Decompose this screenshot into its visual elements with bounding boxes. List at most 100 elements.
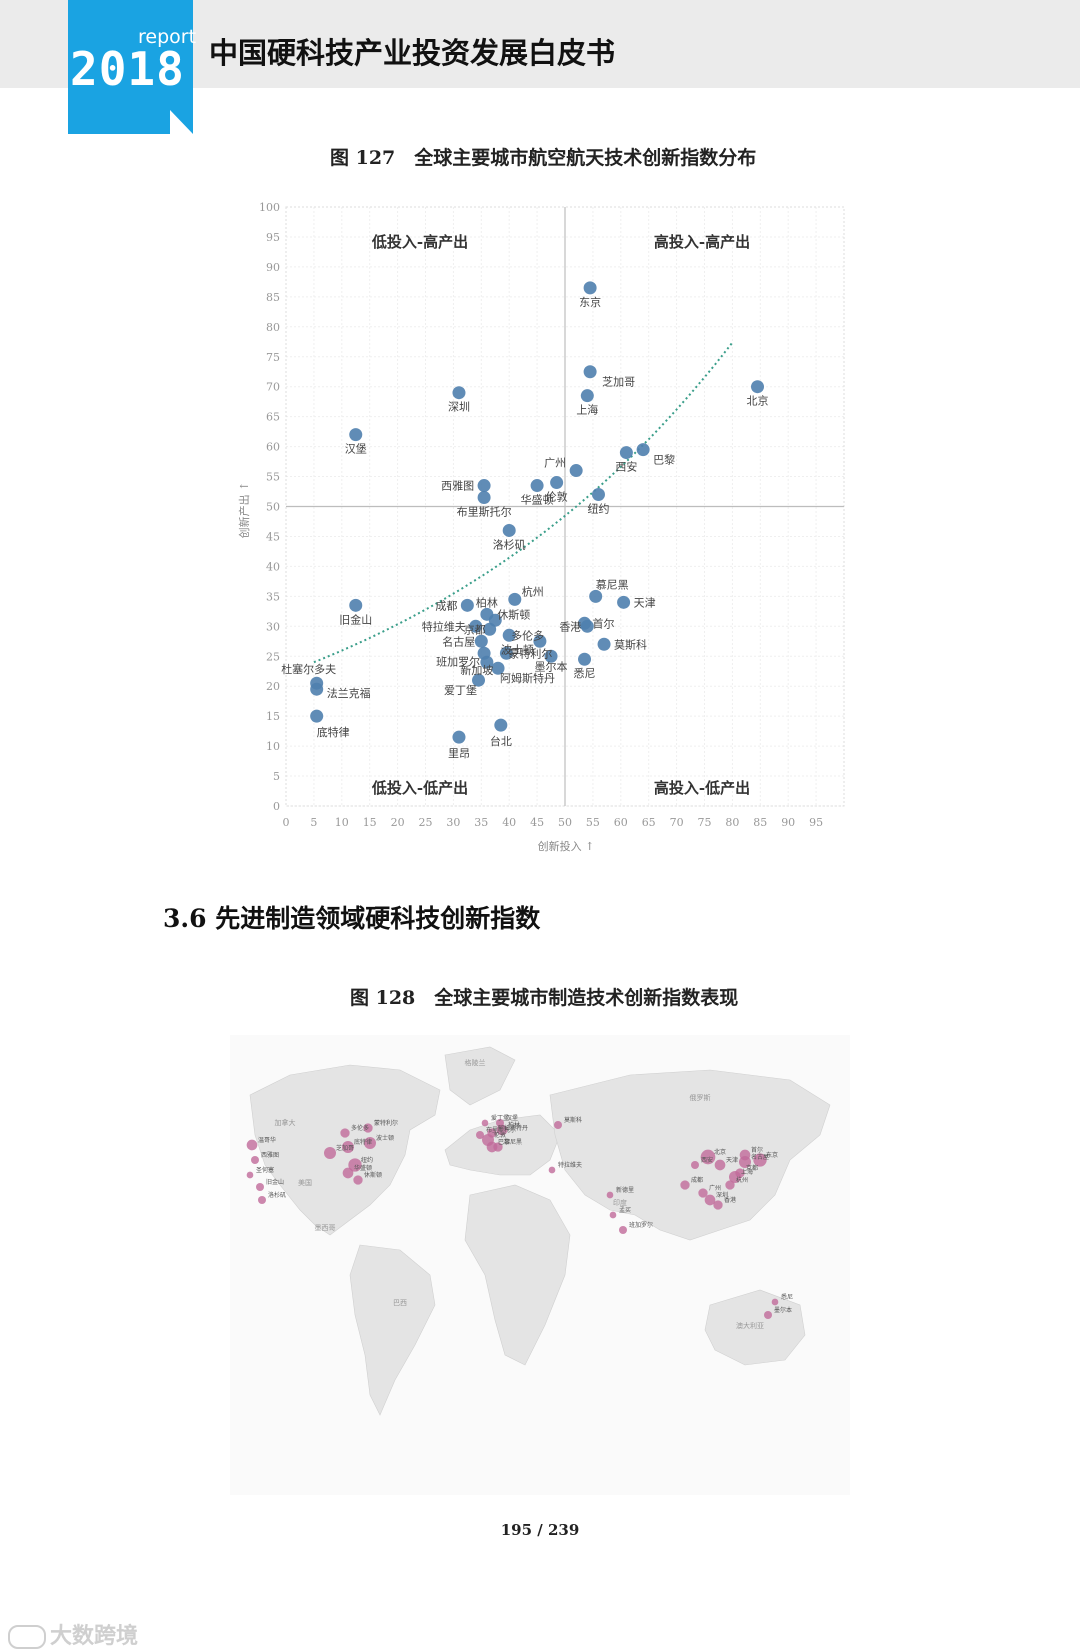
map-city-label: 爱丁堡 <box>491 1114 509 1122</box>
map-city-label: 慕尼黑 <box>504 1138 522 1146</box>
map-city-dot <box>735 1168 745 1178</box>
map-city-label: 东京 <box>766 1151 778 1159</box>
point-label: 东京 <box>579 295 601 309</box>
point-label: 布里斯托尔 <box>457 505 512 519</box>
scatter-point <box>310 682 324 696</box>
scatter-point <box>597 637 611 651</box>
scatter-point <box>474 634 488 648</box>
scatter-point <box>349 598 363 612</box>
point-label: 柏林 <box>476 595 498 609</box>
map-region-label: 澳大利亚 <box>736 1321 764 1330</box>
scatter-point <box>617 595 631 609</box>
map-city-dot <box>609 1211 617 1219</box>
scatter-point <box>452 730 466 744</box>
section-heading: 3.6 先进制造领域硬科技创新指数 <box>163 904 541 933</box>
logo-report-text: report <box>138 26 197 48</box>
map-city-label: 首尔 <box>751 1146 763 1154</box>
scatter-point <box>569 464 583 478</box>
scatter-point <box>477 491 491 505</box>
map-city-label: 柏林 <box>508 1121 520 1129</box>
greenland-shape <box>444 1046 516 1106</box>
map-city-label: 多伦多 <box>351 1124 369 1132</box>
map-city-dot <box>771 1298 779 1306</box>
y-tick-label: 80 <box>266 321 280 334</box>
point-label: 特拉维夫 <box>422 619 466 633</box>
y-tick-label: 0 <box>273 800 280 813</box>
map-city-label: 汉堡 <box>506 1114 518 1122</box>
map-city-dot <box>364 1137 376 1149</box>
y-tick-label: 55 <box>266 471 280 484</box>
scatter-point <box>349 428 363 442</box>
point-label: 北京 <box>747 394 769 408</box>
y-tick-label: 25 <box>266 650 280 663</box>
scatter-point <box>480 655 494 669</box>
map-region-label: 格陵兰 <box>465 1058 486 1067</box>
x-tick-label: 35 <box>474 816 488 829</box>
map-city-label: 班加罗尔 <box>629 1221 653 1229</box>
point-label: 里昂 <box>448 747 470 760</box>
map-city-dot <box>256 1183 264 1191</box>
quadrant-label-bottom-right: 高投入-低产出 <box>654 779 750 797</box>
logo-year-text: 2018 <box>70 42 185 96</box>
scatter-point <box>494 718 508 732</box>
map-city-label: 旧金山 <box>266 1178 284 1186</box>
figure-128-title: 图 128 全球主要城市制造技术创新指数表现 <box>350 987 739 1009</box>
map-city-dot <box>324 1147 336 1159</box>
map-city-dot <box>753 1153 767 1167</box>
scatter-point <box>751 380 765 394</box>
scatter-point <box>483 622 497 636</box>
trendline-path <box>313 341 734 664</box>
scatter-point <box>310 709 324 723</box>
point-label: 伦敦 <box>546 490 568 504</box>
x-tick-label: 75 <box>698 816 712 829</box>
map-city-label: 华盛顿 <box>354 1164 372 1172</box>
quadrant-label-bottom-left: 低投入-低产出 <box>371 779 468 797</box>
map-city-dot <box>496 1124 508 1136</box>
scatter-point <box>460 598 474 612</box>
map-region-label: 加拿大 <box>275 1118 296 1127</box>
map-city-dot <box>606 1191 614 1199</box>
map-city-label: 上海 <box>741 1168 753 1176</box>
point-label: 深圳 <box>448 401 470 414</box>
document-title: 中国硬科技产业投资发展白皮书 <box>209 36 616 70</box>
map-region-label: 美国 <box>298 1178 312 1187</box>
map-city-label: 名古屋 <box>751 1153 769 1161</box>
point-label: 法兰克福 <box>327 686 371 700</box>
australia-shape <box>704 1289 806 1366</box>
point-label: 巴黎 <box>653 453 675 467</box>
map-city-dot <box>700 1149 716 1165</box>
point-label: 悉尼 <box>574 667 596 680</box>
page-number: 195 / 239 <box>500 1521 580 1539</box>
map-city-dot <box>246 1139 258 1151</box>
map-city-dot <box>739 1156 751 1168</box>
y-tick-label: 60 <box>266 441 280 454</box>
scatter-point <box>502 628 516 642</box>
x-tick-label: 65 <box>642 816 656 829</box>
x-tick-label: 20 <box>391 816 405 829</box>
map-city-dot <box>496 1119 504 1127</box>
scatter-point <box>452 386 466 400</box>
scatter-point <box>578 652 592 666</box>
y-tick-label: 85 <box>266 291 280 304</box>
point-label: 天津 <box>634 596 656 609</box>
scatter-point <box>544 649 558 663</box>
map-city-label: 阿姆斯特丹 <box>498 1124 528 1132</box>
scatter-point <box>591 488 605 502</box>
y-tick-label: 40 <box>266 560 280 573</box>
figure-127-title: 图 127 全球主要城市航空航天技术创新指数分布 <box>330 147 757 169</box>
trendline <box>313 341 734 664</box>
map-city-dot <box>619 1226 627 1234</box>
asia-shape <box>549 1069 831 1241</box>
map-city-label: 孟买 <box>619 1206 631 1214</box>
point-label: 蒙特利尔 <box>508 646 552 660</box>
map-region-label: 印度 <box>613 1198 627 1207</box>
scatter-point <box>580 389 594 403</box>
map-city-dot <box>704 1194 716 1206</box>
map-city-dot <box>353 1175 363 1185</box>
map-city-label: 广州 <box>709 1184 721 1192</box>
y-tick-label: 50 <box>266 501 280 514</box>
scatter-point <box>578 616 592 630</box>
x-tick-label: 15 <box>363 816 377 829</box>
